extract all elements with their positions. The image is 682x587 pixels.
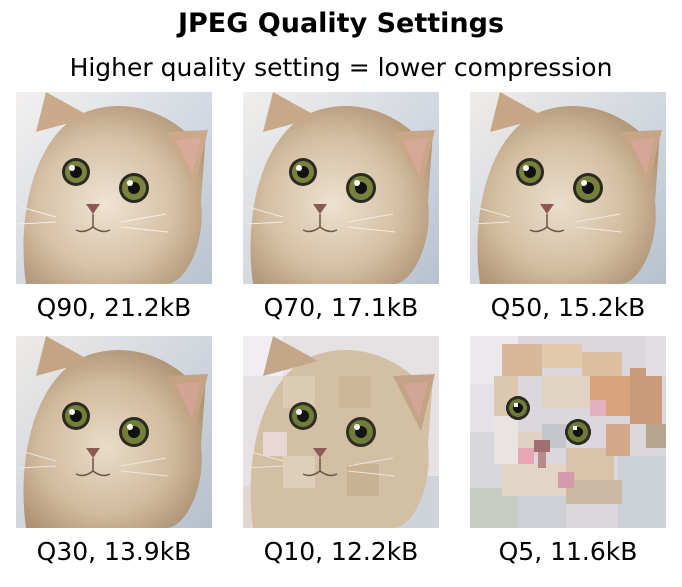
image-panel-q70: Q70, 17.1kB	[241, 92, 441, 328]
kitten-image-q30	[16, 336, 212, 528]
kitten-image-q70	[243, 92, 439, 284]
caption-q10: Q10, 12.2kB	[263, 537, 419, 566]
figure-title: JPEG Quality Settings	[177, 8, 505, 39]
caption-q5: Q5, 11.6kB	[498, 537, 638, 566]
kitten-image-q5	[470, 336, 666, 528]
image-panel-q50: Q50, 15.2kB	[468, 92, 668, 328]
caption-q50: Q50, 15.2kB	[490, 293, 646, 322]
kitten-image-q10	[243, 336, 439, 528]
image-panel-q10: Q10, 12.2kB	[241, 336, 441, 572]
caption-q70: Q70, 17.1kB	[263, 293, 419, 322]
figure-subtitle: Higher quality setting = lower compressi…	[69, 53, 613, 82]
image-panel-q30: Q30, 13.9kB	[14, 336, 214, 572]
image-panel-q5: Q5, 11.6kB	[468, 336, 668, 572]
caption-q90: Q90, 21.2kB	[36, 293, 192, 322]
image-panel-q90: Q90, 21.2kB	[14, 92, 214, 328]
kitten-image-q90	[16, 92, 212, 284]
caption-q30: Q30, 13.9kB	[36, 537, 192, 566]
kitten-image-q50	[470, 92, 666, 284]
